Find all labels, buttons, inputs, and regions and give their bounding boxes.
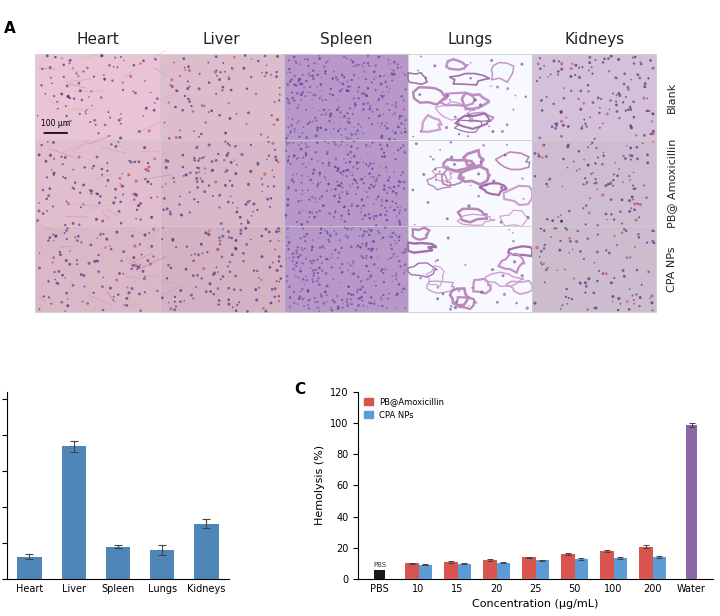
Y-axis label: Hemolysis (%): Hemolysis (%) — [315, 445, 325, 525]
Bar — [106, 546, 130, 579]
Bar — [575, 559, 588, 579]
Text: Lungs: Lungs — [447, 32, 492, 47]
Bar — [561, 554, 575, 579]
Text: C: C — [294, 382, 306, 397]
Legend: PB@Amoxicillin, CPA NPs: PB@Amoxicillin, CPA NPs — [362, 395, 446, 421]
Text: PBS: PBS — [373, 562, 386, 568]
Bar — [639, 546, 652, 579]
Text: 100 μm: 100 μm — [41, 118, 71, 128]
Bar — [405, 564, 418, 579]
Bar — [686, 425, 697, 579]
Point — [647, 80, 658, 90]
Bar — [61, 447, 86, 579]
Bar — [150, 550, 174, 579]
Text: Heart: Heart — [76, 32, 119, 47]
Bar — [522, 557, 536, 579]
Bar — [600, 551, 613, 579]
Text: A: A — [4, 22, 15, 36]
Text: Liver: Liver — [203, 32, 240, 47]
Bar — [444, 562, 458, 579]
Bar — [652, 557, 666, 579]
Bar — [17, 557, 42, 579]
Text: PB@ Amoxicillin: PB@ Amoxicillin — [667, 139, 677, 228]
Bar — [536, 561, 549, 579]
Text: Spleen: Spleen — [320, 32, 372, 47]
Text: Blank: Blank — [667, 82, 677, 113]
Bar — [613, 558, 627, 579]
Text: CPA NPs: CPA NPs — [667, 246, 677, 292]
Text: Kidneys: Kidneys — [564, 32, 624, 47]
X-axis label: Concentration (μg/mL): Concentration (μg/mL) — [472, 599, 599, 609]
Bar — [497, 562, 510, 579]
Bar — [374, 570, 384, 579]
Bar — [194, 524, 219, 579]
Bar — [483, 560, 497, 579]
Bar — [418, 565, 432, 579]
Bar — [458, 564, 471, 579]
